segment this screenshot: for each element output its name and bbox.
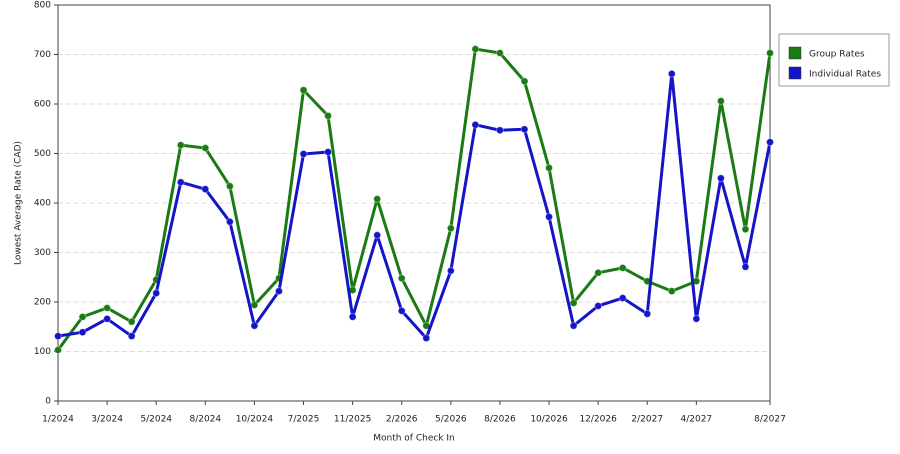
point <box>299 149 308 158</box>
y-tick-label: 600 <box>34 100 51 110</box>
x-tick-label: 10/2026 <box>530 415 568 425</box>
x-tick-label: 7/2025 <box>288 415 320 425</box>
legend-swatch <box>788 66 802 80</box>
x-tick-label: 2/2027 <box>631 415 663 425</box>
point <box>299 86 308 95</box>
point <box>741 225 750 234</box>
point <box>176 178 185 187</box>
point <box>225 217 234 226</box>
point <box>520 125 529 134</box>
point <box>569 321 578 330</box>
point <box>348 312 357 321</box>
point <box>127 317 136 326</box>
point <box>594 268 603 277</box>
point <box>373 231 382 240</box>
point <box>250 300 259 309</box>
point <box>324 111 333 120</box>
x-tick-label: 12/2026 <box>579 415 617 425</box>
point <box>471 120 480 129</box>
point <box>495 126 504 135</box>
point <box>324 148 333 157</box>
point <box>274 287 283 296</box>
point <box>103 303 112 312</box>
point <box>667 287 676 296</box>
x-tick-label: 10/2024 <box>236 415 274 425</box>
point <box>373 195 382 204</box>
point <box>78 312 87 321</box>
legend-swatch <box>788 46 802 60</box>
y-tick-label: 0 <box>45 397 51 407</box>
point <box>618 294 627 303</box>
x-tick-label: 8/2024 <box>189 415 221 425</box>
x-tick-label: 8/2026 <box>484 415 516 425</box>
point <box>201 144 210 153</box>
x-tick-label: 8/2027 <box>754 415 786 425</box>
point <box>152 289 161 298</box>
point <box>127 332 136 341</box>
x-tick-label: 1/2024 <box>42 415 74 425</box>
point <box>716 174 725 183</box>
point <box>766 49 774 58</box>
point <box>594 301 603 310</box>
plot-frame <box>57 4 771 402</box>
x-tick-label: 11/2025 <box>334 415 371 425</box>
x-tick-label: 2/2026 <box>386 415 418 425</box>
point <box>545 212 554 221</box>
point <box>716 97 725 106</box>
point <box>422 334 431 343</box>
y-tick-label: 300 <box>34 248 51 258</box>
point <box>54 346 62 355</box>
series-line <box>56 47 772 351</box>
point <box>618 263 627 272</box>
y-tick-label: 700 <box>34 50 51 60</box>
point <box>495 49 504 58</box>
point <box>471 45 480 54</box>
legend-label: Individual Rates <box>809 70 881 80</box>
point <box>201 185 210 194</box>
x-axis-title: Month of Check In <box>373 434 455 444</box>
point <box>54 332 62 341</box>
x-tick-label: 4/2027 <box>681 415 713 425</box>
point <box>741 262 750 271</box>
point <box>692 314 701 323</box>
y-tick-label: 400 <box>34 199 51 209</box>
point <box>397 306 406 315</box>
point <box>643 309 652 318</box>
point <box>667 69 676 78</box>
y-tick-label: 100 <box>34 347 51 357</box>
x-tick-label: 5/2024 <box>140 415 172 425</box>
y-tick-label: 500 <box>34 149 51 159</box>
y-tick-label: 200 <box>34 298 51 308</box>
point <box>545 163 554 172</box>
point <box>78 328 87 337</box>
point <box>250 321 259 330</box>
point <box>103 314 112 323</box>
point <box>225 182 234 191</box>
point <box>176 141 185 150</box>
point <box>766 138 774 147</box>
point <box>397 274 406 283</box>
x-tick-label: 5/2026 <box>435 415 467 425</box>
point <box>569 298 578 307</box>
legend-label: Group Rates <box>809 50 865 60</box>
point <box>446 224 455 233</box>
x-tick-label: 3/2024 <box>91 415 123 425</box>
y-axis-title: Lowest Average Rate (CAD) <box>14 141 24 265</box>
point <box>446 266 455 275</box>
series-line <box>57 72 772 340</box>
y-tick-label: 800 <box>34 1 51 11</box>
point <box>520 77 529 86</box>
